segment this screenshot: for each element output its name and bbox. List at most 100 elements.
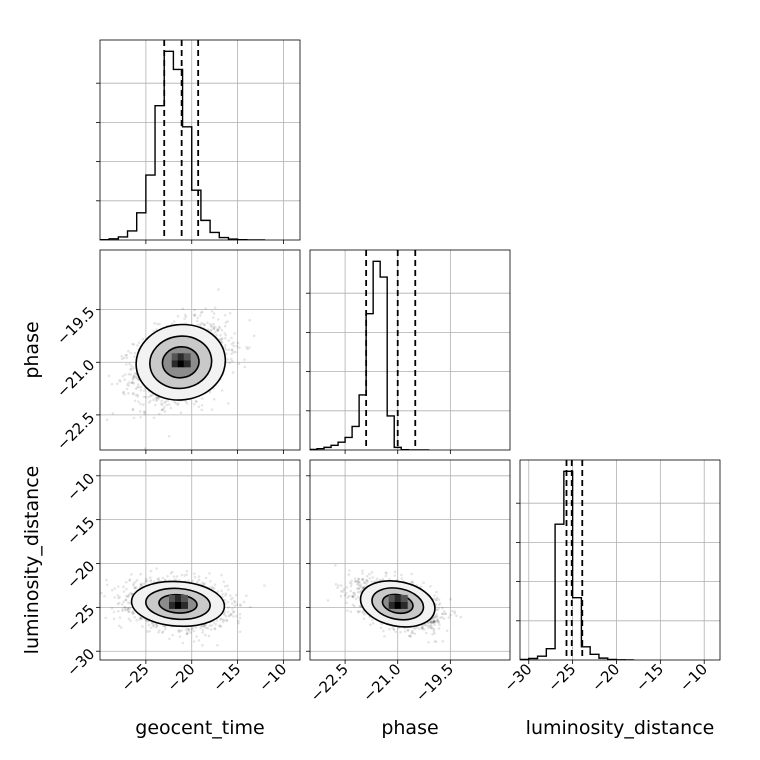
scatter-point xyxy=(421,625,424,628)
scatter-point xyxy=(126,607,130,610)
scatter-point xyxy=(360,578,364,581)
scatter-point xyxy=(136,344,139,347)
scatter-point xyxy=(427,624,430,627)
scatter-point xyxy=(226,584,229,587)
scatter-point xyxy=(200,310,204,314)
scatter-point xyxy=(345,591,348,595)
scatter-point xyxy=(148,630,151,633)
scatter-point xyxy=(200,624,203,628)
scatter-point xyxy=(210,408,214,411)
scatter-point xyxy=(130,592,134,596)
scatter-point xyxy=(429,620,432,623)
scatter-point xyxy=(231,371,235,374)
scatter-point xyxy=(354,580,357,583)
scatter-point xyxy=(180,629,183,632)
scatter-point xyxy=(208,390,212,394)
density-bin xyxy=(175,601,182,609)
scatter-point xyxy=(161,630,165,633)
scatter-point xyxy=(185,402,189,405)
scatter-point xyxy=(107,374,111,378)
density-bin xyxy=(181,594,188,602)
scatter-point xyxy=(149,569,153,573)
scatter-point xyxy=(432,619,436,623)
scatter-point xyxy=(357,577,360,581)
scatter-point xyxy=(203,623,207,627)
scatter-point xyxy=(411,580,415,583)
scatter-point xyxy=(120,354,123,358)
scatter-point xyxy=(204,307,207,310)
scatter-point xyxy=(133,372,137,375)
scatter-point xyxy=(132,584,135,587)
scatter-point xyxy=(160,399,163,403)
scatter-point xyxy=(193,313,197,316)
scatter-point xyxy=(437,620,441,624)
scatter-point xyxy=(223,346,227,349)
density-bin xyxy=(175,594,182,602)
scatter-point xyxy=(168,637,171,641)
scatter-point xyxy=(353,591,356,595)
scatter-point xyxy=(231,359,234,363)
scatter-point xyxy=(352,594,355,598)
scatter-point xyxy=(388,627,391,631)
scatter-point xyxy=(131,380,134,384)
scatter-point xyxy=(112,617,116,621)
scatter-point xyxy=(163,410,167,413)
scatter-point xyxy=(237,362,241,366)
scatter-point xyxy=(197,405,201,409)
scatter-point xyxy=(129,591,132,595)
scatter-point xyxy=(345,601,348,605)
scatter-point xyxy=(122,356,126,360)
scatter-point xyxy=(184,315,188,319)
scatter-point xyxy=(224,321,228,324)
scatter-point xyxy=(169,406,173,410)
scatter-point xyxy=(208,624,212,627)
scatter-point xyxy=(201,322,204,325)
scatter-point xyxy=(224,336,227,340)
scatter-point xyxy=(149,580,153,583)
scatter-point xyxy=(339,594,343,598)
scatter-point xyxy=(183,313,187,317)
scatter-point xyxy=(227,614,230,618)
scatter-point xyxy=(143,447,147,450)
scatter-point xyxy=(362,611,365,615)
scatter-point xyxy=(393,570,397,574)
scatter-point xyxy=(155,322,159,326)
scatter-point xyxy=(432,621,436,624)
scatter-point xyxy=(193,402,196,406)
scatter-point xyxy=(133,375,136,379)
scatter-point xyxy=(435,598,438,601)
scatter-point xyxy=(127,607,130,610)
scatter-point xyxy=(161,631,164,634)
scatter-point xyxy=(230,336,233,340)
scatter-point xyxy=(222,580,226,584)
scatter-point xyxy=(213,330,217,334)
scatter-point xyxy=(219,618,222,621)
histogram-luminosity_distance xyxy=(516,459,721,664)
scatter-point xyxy=(125,356,129,360)
scatter-point xyxy=(128,601,132,605)
scatter-point xyxy=(226,610,230,614)
scatter-point xyxy=(139,416,142,419)
scatter-point xyxy=(212,322,215,326)
histogram-phase xyxy=(306,249,511,454)
scatter-point xyxy=(433,632,436,635)
scatter-point xyxy=(119,380,122,383)
scatter-point xyxy=(339,584,343,587)
scatter-point xyxy=(433,620,436,623)
scatter-point xyxy=(459,615,463,619)
scatter-point xyxy=(131,377,135,381)
scatter-point xyxy=(203,323,207,327)
scatter-point xyxy=(116,602,120,606)
scatter-point xyxy=(174,402,178,405)
scatter-point xyxy=(368,572,371,576)
scatter-point xyxy=(209,580,212,583)
scatter-point xyxy=(124,598,128,602)
scatter-point xyxy=(200,397,204,400)
scatter-point xyxy=(435,613,438,616)
scatter-point xyxy=(147,401,151,404)
scatter-point xyxy=(216,329,219,333)
scatter-point xyxy=(363,581,366,584)
scatter-point xyxy=(224,343,227,347)
scatter-point xyxy=(230,612,233,616)
scatter-point xyxy=(437,598,441,601)
